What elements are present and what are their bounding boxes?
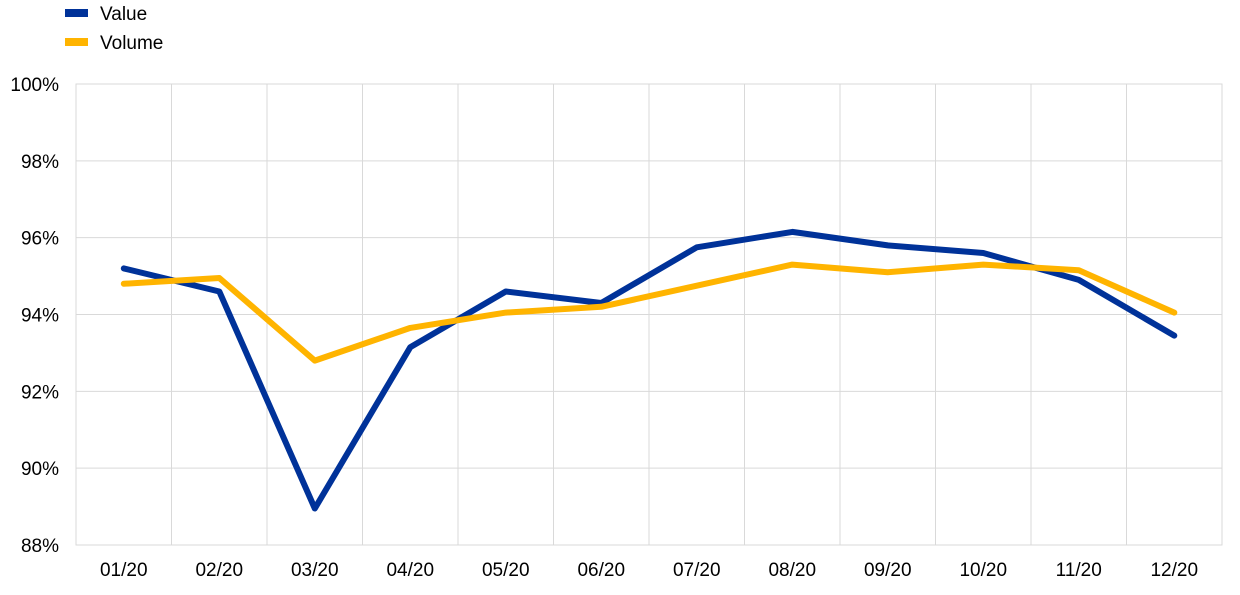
y-tick-label: 90% [21,459,59,480]
data-point-value [407,344,413,350]
x-tick-label: 06/20 [577,560,625,581]
x-tick-label: 07/20 [673,560,721,581]
y-tick-label: 88% [21,536,59,557]
y-tick-label: 92% [21,382,59,403]
x-tick-label: 05/20 [482,560,530,581]
data-point-volume [121,281,127,287]
x-axis: 01/20 02/20 03/20 04/20 05/20 06/20 07/20 08/20… [100,560,1198,581]
x-tick-label: 04/20 [386,560,434,581]
x-tick-label: 10/20 [959,560,1007,581]
y-axis: 88% 90% 92% 94% 96% 98% 100% [10,75,59,557]
data-point-value [216,288,222,294]
data-point-value [312,506,318,512]
data-point-volume [407,325,413,331]
series-line-value [120,228,1178,512]
x-tick-label: 11/20 [1056,560,1102,581]
data-point-value [1171,333,1177,339]
y-tick-label: 94% [21,306,59,327]
data-point-value [694,244,700,250]
series-line-volume [120,261,1178,364]
data-point-volume [789,262,795,268]
data-point-value [980,250,986,256]
x-tick-label: 02/20 [195,560,243,581]
data-point-value [885,242,891,248]
legend-label-volume: Volume [100,33,163,54]
legend-swatch-value [65,9,88,17]
x-tick-label: 08/20 [768,560,816,581]
x-tick-label: 12/20 [1150,560,1198,581]
legend-label-value: Value [100,4,147,25]
data-point-volume [694,283,700,289]
data-point-volume [885,269,891,275]
x-tick-label: 09/20 [864,560,912,581]
grid [75,83,1223,546]
data-point-volume [980,262,986,268]
y-tick-label: 96% [21,229,59,250]
y-tick-label: 100% [10,75,59,96]
data-point-volume [1171,310,1177,316]
series-lines [120,228,1178,512]
data-point-value [503,288,509,294]
data-point-volume [503,310,509,316]
y-tick-label: 98% [21,152,59,173]
data-point-value [1076,277,1082,283]
data-point-volume [1076,267,1082,273]
legend: Value Volume [65,4,163,54]
x-tick-label: 01/20 [100,560,148,581]
data-point-volume [598,304,604,310]
data-point-volume [312,358,318,364]
data-point-volume [216,275,222,281]
x-tick-label: 03/20 [291,560,339,581]
data-point-value [121,265,127,271]
data-point-value [789,229,795,235]
legend-swatch-volume [65,38,88,46]
